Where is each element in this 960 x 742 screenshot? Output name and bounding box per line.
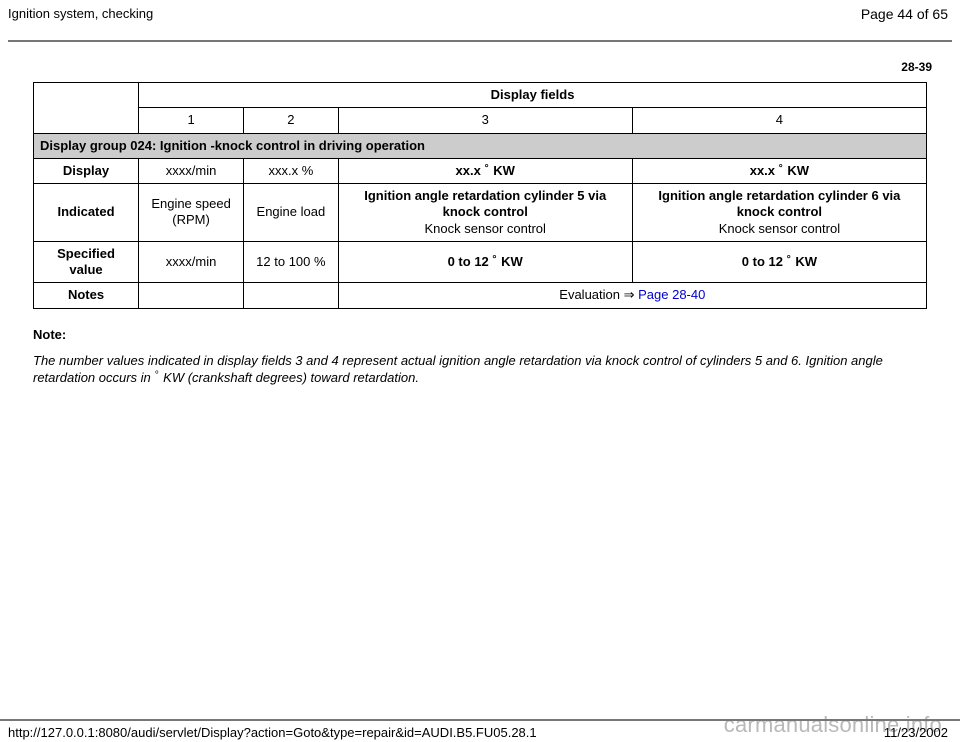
footer-date: 11/23/2002 bbox=[884, 725, 948, 740]
doc-title: Ignition system, checking bbox=[8, 6, 153, 22]
col-header-1: 1 bbox=[139, 108, 244, 133]
row-indicated-c1: Engine speed (RPM) bbox=[139, 184, 244, 242]
footer-url: http://127.0.0.1:8080/audi/servlet/Displ… bbox=[8, 725, 537, 740]
display-fields-header: Display fields bbox=[139, 83, 927, 108]
row-specified-c1: xxxx/min bbox=[139, 241, 244, 283]
row-indicated-c4: Ignition angle retardation cylinder 6 vi… bbox=[632, 184, 926, 242]
note-heading: Note: bbox=[33, 327, 927, 342]
row-specified: Specified value xxxx/min 12 to 100 % 0 t… bbox=[34, 241, 927, 283]
col-header-4: 4 bbox=[632, 108, 926, 133]
row-notes-eval: Evaluation ⇒ Page 28-40 bbox=[338, 283, 926, 308]
row-indicated-c3: Ignition angle retardation cylinder 5 vi… bbox=[338, 184, 632, 242]
col-header-2: 2 bbox=[244, 108, 339, 133]
section-id: 28-39 bbox=[0, 42, 960, 82]
row-display-label: Display bbox=[34, 158, 139, 183]
display-group-table: Display fields 1 2 3 4 Display group 024… bbox=[33, 82, 927, 309]
row-display-c3: xx.x ° KW bbox=[338, 158, 632, 183]
note-block: Note: The number values indicated in dis… bbox=[33, 327, 927, 388]
print-footer: http://127.0.0.1:8080/audi/servlet/Displ… bbox=[0, 719, 960, 742]
print-header: Ignition system, checking Page 44 of 65 bbox=[0, 0, 960, 28]
row-indicated-c2: Engine load bbox=[244, 184, 339, 242]
row-specified-c3: 0 to 12 ° KW bbox=[338, 241, 632, 283]
page-counter: Page 44 of 65 bbox=[861, 6, 948, 22]
row-specified-c4: 0 to 12 ° KW bbox=[632, 241, 926, 283]
row-display: Display xxxx/min xxx.x % xx.x ° KW xx.x … bbox=[34, 158, 927, 183]
note-body: The number values indicated in display f… bbox=[33, 352, 927, 388]
row-display-c2: xxx.x % bbox=[244, 158, 339, 183]
blank-corner-cell bbox=[34, 83, 139, 134]
row-specified-c2: 12 to 100 % bbox=[244, 241, 339, 283]
row-notes-label: Notes bbox=[34, 283, 139, 308]
row-display-c1: xxxx/min bbox=[139, 158, 244, 183]
row-indicated-label: Indicated bbox=[34, 184, 139, 242]
row-notes: Notes Evaluation ⇒ Page 28-40 bbox=[34, 283, 927, 308]
col-header-3: 3 bbox=[338, 108, 632, 133]
row-notes-c2 bbox=[244, 283, 339, 308]
row-display-c4: xx.x ° KW bbox=[632, 158, 926, 183]
page-link[interactable]: Page 28-40 bbox=[635, 287, 706, 302]
row-indicated: Indicated Engine speed (RPM) Engine load… bbox=[34, 184, 927, 242]
group-row: Display group 024: Ignition -knock contr… bbox=[34, 133, 927, 158]
row-specified-label: Specified value bbox=[34, 241, 139, 283]
row-notes-c1 bbox=[139, 283, 244, 308]
